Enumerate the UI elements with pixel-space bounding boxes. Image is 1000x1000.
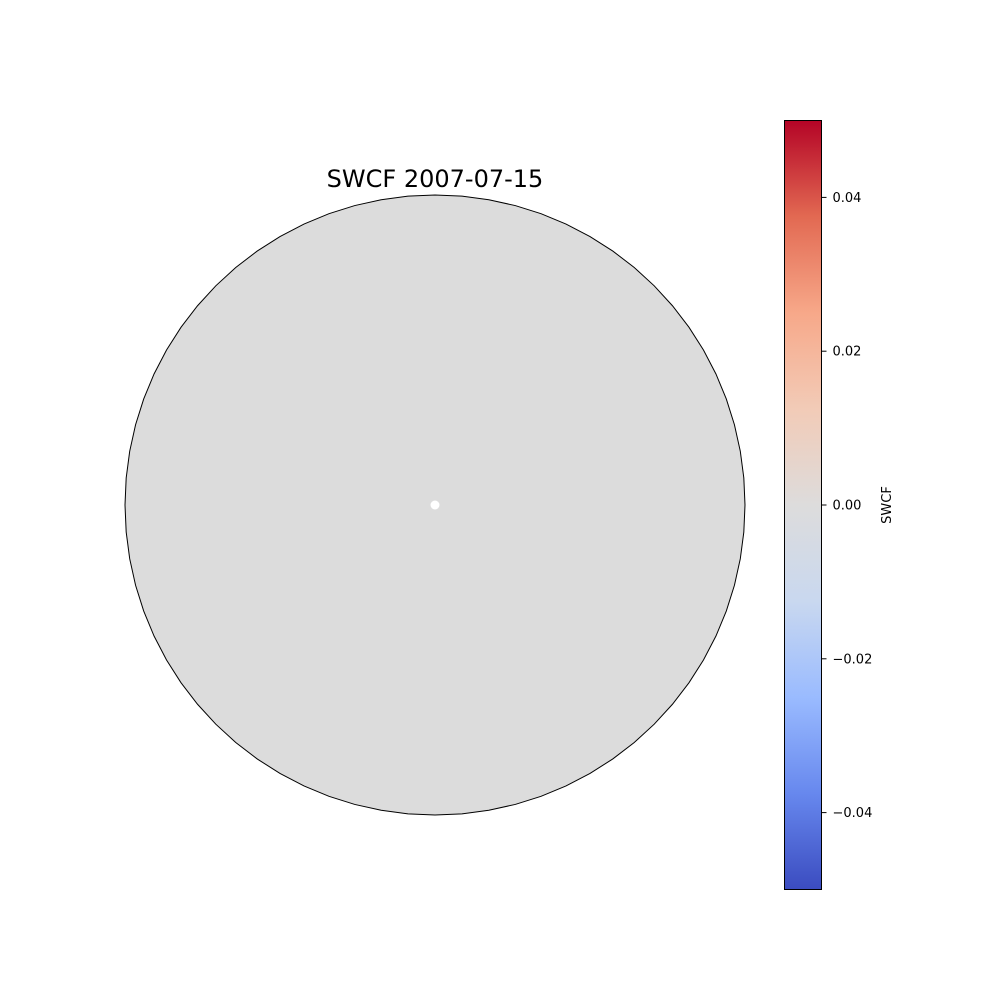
colorbar-label: SWCF bbox=[880, 486, 895, 524]
colorbar-tick-label: −0.02 bbox=[833, 652, 873, 667]
colorbar-ticks: −0.04 −0.02 0.00 0.02 0.04 bbox=[821, 191, 873, 821]
colorbar: −0.04 −0.02 0.00 0.02 0.04 SWCF bbox=[784, 120, 895, 890]
colorbar-tick-label: 0.02 bbox=[833, 345, 862, 360]
colorbar-tick-label: −0.04 bbox=[833, 806, 873, 821]
missing-data-center bbox=[430, 500, 440, 510]
chart-title: SWCF 2007-07-15 bbox=[327, 165, 544, 193]
colorbar-tick-label: 0.00 bbox=[833, 499, 862, 514]
map-disk bbox=[124, 194, 746, 816]
colorbar-gradient bbox=[784, 120, 822, 890]
colorbar-tick-label: 0.04 bbox=[833, 191, 862, 206]
